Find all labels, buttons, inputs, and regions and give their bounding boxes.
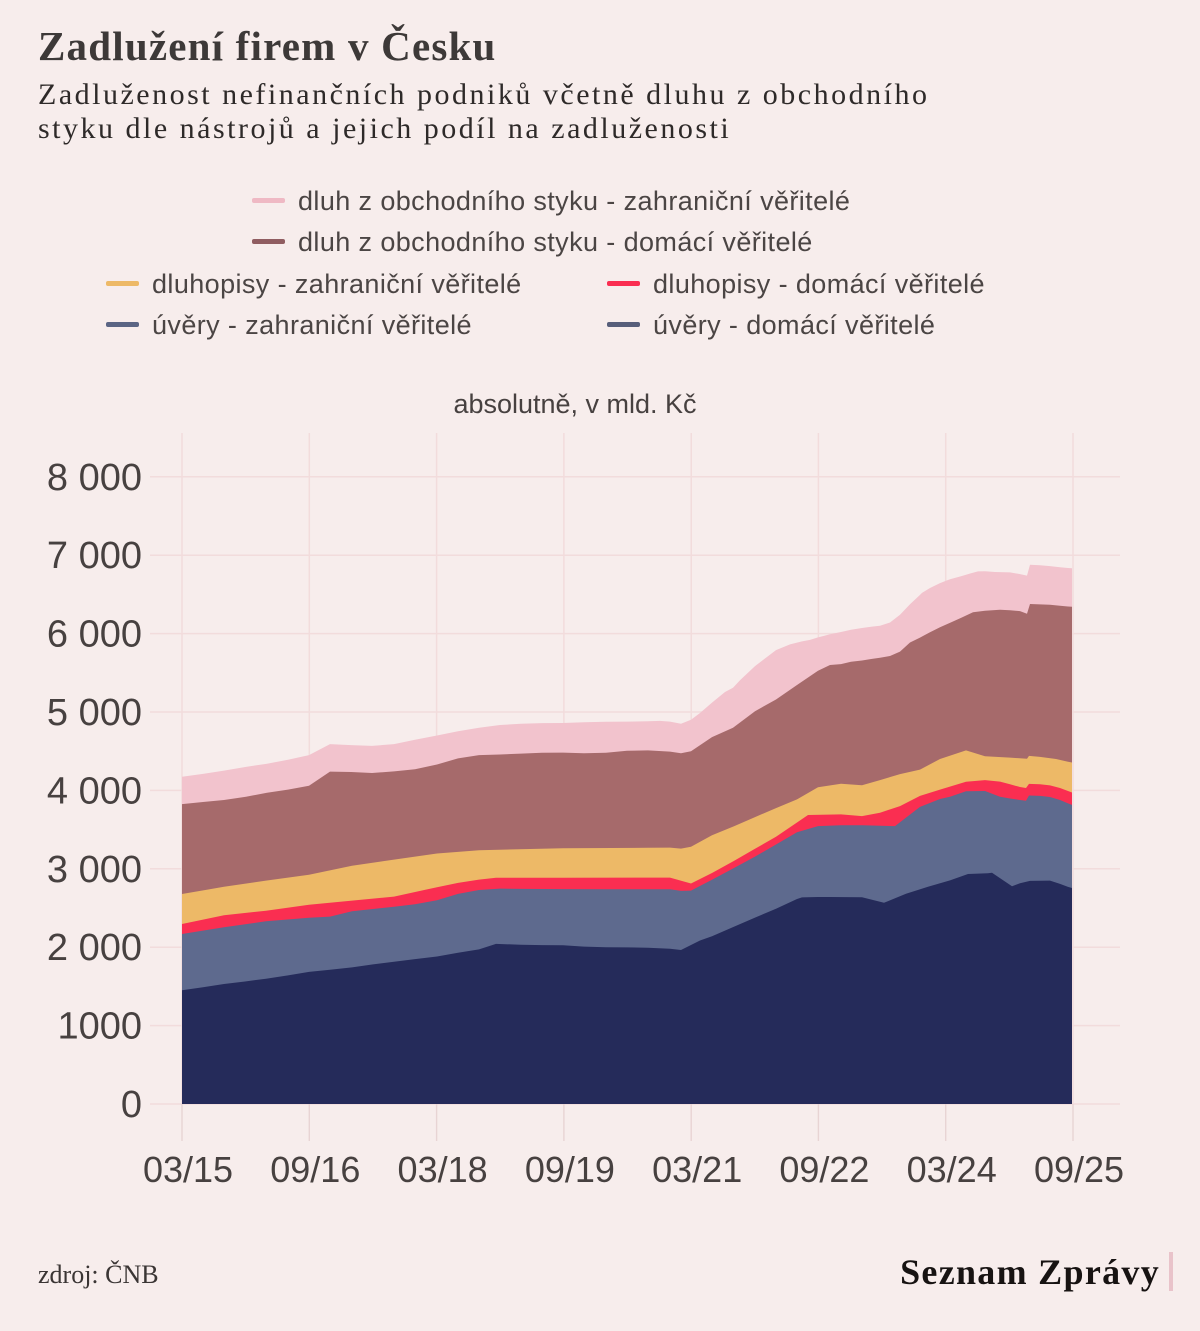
svg-text:7 000: 7 000 [47,535,142,577]
svg-text:03/21: 03/21 [652,1149,742,1190]
svg-text:6 000: 6 000 [47,614,142,656]
svg-text:03/18: 03/18 [398,1149,488,1190]
svg-text:09/25: 09/25 [1034,1149,1124,1190]
svg-text:09/19: 09/19 [525,1149,615,1190]
svg-text:4 000: 4 000 [47,770,142,812]
svg-text:03/15: 03/15 [143,1149,233,1190]
svg-text:09/22: 09/22 [779,1149,869,1190]
svg-text:absolutně, v mld. Kč: absolutně, v mld. Kč [453,389,696,419]
svg-text:8 000: 8 000 [47,457,142,499]
svg-text:03/24: 03/24 [907,1149,997,1190]
svg-text:2 000: 2 000 [47,927,142,969]
svg-text:0: 0 [121,1084,142,1126]
svg-text:5 000: 5 000 [47,692,142,734]
svg-text:1000: 1000 [57,1006,142,1048]
svg-text:3 000: 3 000 [47,849,142,891]
svg-text:09/16: 09/16 [270,1149,360,1190]
